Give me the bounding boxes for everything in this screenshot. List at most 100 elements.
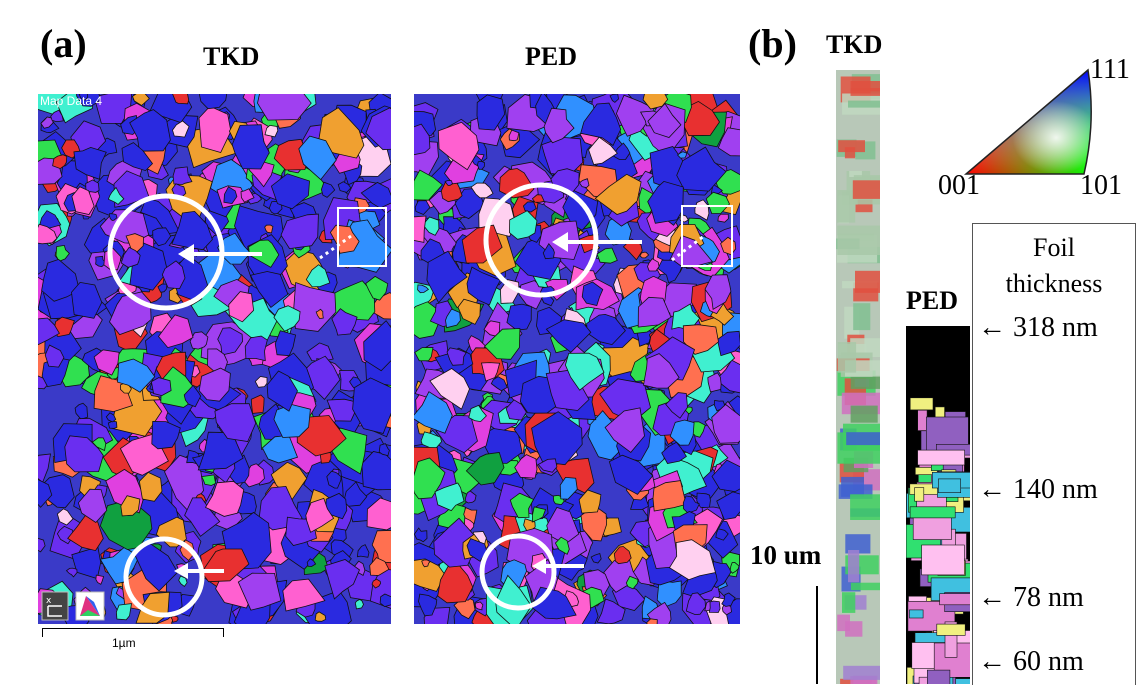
grain (151, 420, 181, 450)
grain (437, 121, 480, 171)
grain (223, 186, 238, 205)
strip-grain (846, 432, 880, 446)
thickness-value: 140 nm (1013, 474, 1098, 505)
thickness-value: 60 nm (1013, 646, 1084, 677)
strip-grain (837, 225, 880, 255)
grain (356, 544, 370, 558)
grain (434, 482, 465, 512)
grain (656, 579, 682, 608)
grain (107, 186, 125, 205)
grain (298, 135, 337, 181)
grain (237, 572, 282, 611)
grain (366, 497, 391, 531)
grain (464, 490, 477, 504)
grain (682, 495, 700, 514)
grain (108, 213, 118, 221)
grain (505, 399, 527, 421)
grain (56, 508, 74, 526)
strip-grain (848, 550, 860, 583)
grain (280, 213, 319, 250)
grain (257, 94, 312, 121)
grain (608, 454, 654, 495)
grain (331, 308, 358, 336)
grain (249, 271, 289, 308)
strip-grain (936, 623, 966, 636)
grain (715, 528, 729, 541)
grain (708, 600, 721, 613)
foil-title-line1: Foil (1033, 233, 1075, 262)
foil-thickness-box: Foil thickness (972, 223, 1136, 685)
grain (64, 435, 104, 473)
grain (305, 497, 335, 533)
grain (264, 124, 279, 138)
grain (554, 536, 570, 555)
grain (306, 558, 317, 567)
strip-grain (938, 478, 962, 493)
strip-grain (838, 140, 865, 153)
grain (157, 314, 194, 349)
grain (107, 420, 118, 429)
tkd-strip-title: TKD (826, 30, 883, 59)
grain (369, 557, 390, 576)
grain (613, 546, 632, 565)
tkd-arrowhead-lower (174, 563, 188, 579)
strip-grain (841, 476, 864, 497)
grain (474, 601, 484, 611)
grain (77, 488, 108, 524)
grain (490, 376, 508, 392)
strip-grain (852, 180, 880, 199)
grain (643, 353, 680, 389)
ped-orientation-map (414, 94, 740, 624)
grain (71, 186, 95, 215)
grain (418, 593, 438, 617)
grain (457, 298, 481, 325)
grain (717, 213, 729, 223)
tkd-thickness-strip (836, 70, 880, 684)
ped-box-right (681, 205, 733, 267)
grain (661, 441, 687, 464)
grain (183, 384, 202, 408)
strip-grain (848, 100, 880, 108)
grain (65, 567, 78, 578)
grain (264, 224, 274, 234)
grain (55, 244, 70, 262)
strip-grain (850, 338, 880, 357)
grain (244, 335, 268, 362)
grain (705, 191, 730, 215)
strip-grain (909, 506, 956, 519)
grain (120, 246, 141, 268)
grain (559, 476, 578, 500)
grain (248, 239, 280, 268)
grain (531, 506, 547, 523)
strip-grain (912, 517, 952, 540)
grain (315, 308, 324, 320)
grain (414, 558, 446, 592)
grain (228, 291, 255, 323)
foil-title-line2: thickness (1005, 269, 1103, 298)
grain (707, 372, 722, 393)
grain (293, 281, 337, 332)
grain (365, 107, 391, 151)
grain (429, 368, 470, 410)
grain (50, 109, 64, 122)
grain (646, 601, 672, 624)
grain (669, 419, 695, 446)
grain (645, 618, 658, 624)
grain (594, 173, 642, 215)
grain (509, 210, 538, 240)
grain (414, 215, 427, 243)
panel-a-label: (a) (40, 21, 87, 66)
grain (417, 284, 430, 294)
strip-grain (845, 621, 863, 637)
grain (105, 412, 117, 423)
grain (172, 120, 190, 138)
strip-grain (850, 88, 880, 96)
grain (541, 294, 555, 307)
grain (639, 251, 650, 259)
grain (138, 471, 163, 502)
thickness-marker-318: ← 318 nm (978, 312, 1098, 344)
grain (414, 527, 428, 543)
grain (508, 129, 520, 142)
grain (326, 470, 342, 489)
grain (354, 599, 364, 610)
